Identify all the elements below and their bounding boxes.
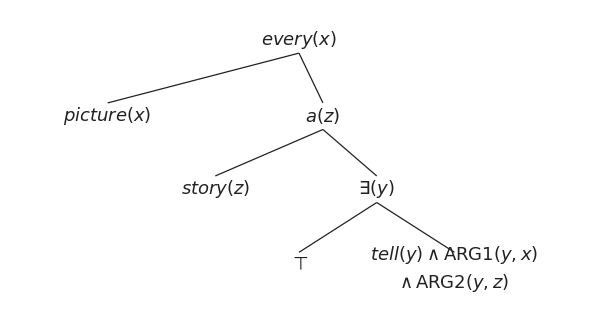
Text: $\exists(y)$: $\exists(y)$ bbox=[358, 178, 395, 200]
Text: $\mathit{tell}(y) \wedge \mathrm{ARG1}(y,x)$
$\wedge\, \mathrm{ARG2}(y,z)$: $\mathit{tell}(y) \wedge \mathrm{ARG1}(y… bbox=[370, 244, 539, 294]
Text: $\mathit{story}(z)$: $\mathit{story}(z)$ bbox=[181, 178, 250, 200]
Text: $\mathit{every}(x)$: $\mathit{every}(x)$ bbox=[261, 29, 337, 51]
Text: $\top$: $\top$ bbox=[289, 257, 309, 275]
Text: $\mathit{picture}(x)$: $\mathit{picture}(x)$ bbox=[63, 105, 152, 127]
Text: $\mathit{a}(z)$: $\mathit{a}(z)$ bbox=[306, 106, 340, 126]
